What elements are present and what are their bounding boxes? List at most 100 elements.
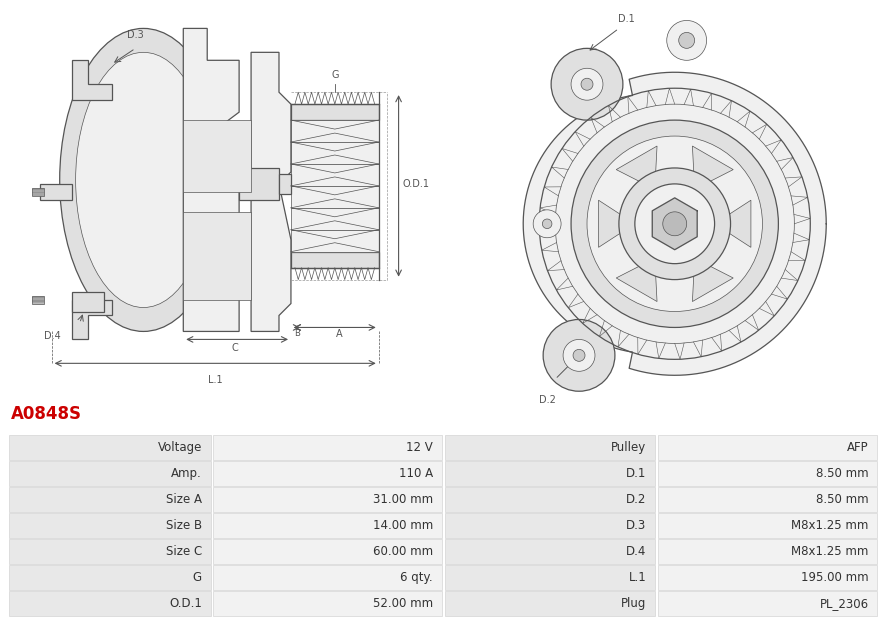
- Circle shape: [587, 136, 763, 312]
- Text: Size B: Size B: [165, 519, 202, 532]
- Text: Size C: Size C: [165, 545, 202, 558]
- Text: D.4: D.4: [626, 545, 646, 558]
- Bar: [658, 487, 877, 512]
- Polygon shape: [251, 52, 291, 331]
- Circle shape: [581, 78, 593, 90]
- Text: M8x1.25 mm: M8x1.25 mm: [791, 545, 869, 558]
- Bar: [444, 487, 655, 512]
- Polygon shape: [72, 300, 111, 340]
- Text: Size A: Size A: [166, 493, 202, 506]
- Polygon shape: [291, 120, 379, 142]
- Polygon shape: [524, 72, 826, 375]
- Text: D.4: D.4: [44, 331, 60, 341]
- Circle shape: [542, 219, 552, 229]
- Ellipse shape: [60, 29, 228, 331]
- Bar: [9, 564, 211, 590]
- Bar: [9, 487, 211, 512]
- Polygon shape: [72, 292, 103, 312]
- Text: D.3: D.3: [626, 519, 646, 532]
- Text: 6 qty.: 6 qty.: [400, 571, 433, 584]
- Polygon shape: [616, 146, 657, 189]
- Polygon shape: [183, 29, 239, 331]
- Bar: [444, 461, 655, 486]
- Text: D.1: D.1: [626, 467, 646, 480]
- Bar: [658, 591, 877, 616]
- Text: G: G: [193, 571, 202, 584]
- Polygon shape: [291, 252, 379, 268]
- Bar: [213, 564, 442, 590]
- Text: G: G: [331, 70, 339, 80]
- Text: O.D.1: O.D.1: [403, 179, 429, 189]
- Text: D.2: D.2: [539, 395, 556, 405]
- Circle shape: [571, 120, 779, 328]
- Text: A: A: [335, 330, 342, 340]
- Text: Voltage: Voltage: [157, 441, 202, 454]
- Bar: [32, 295, 44, 303]
- Polygon shape: [72, 60, 111, 100]
- Circle shape: [663, 212, 686, 235]
- Text: D.1: D.1: [618, 14, 635, 24]
- Text: D.3: D.3: [127, 31, 144, 40]
- Bar: [444, 564, 655, 590]
- Polygon shape: [291, 142, 379, 164]
- Polygon shape: [693, 259, 733, 302]
- Bar: [213, 539, 442, 564]
- Circle shape: [573, 350, 585, 361]
- Bar: [279, 174, 291, 194]
- Text: 12 V: 12 V: [406, 441, 433, 454]
- Bar: [9, 539, 211, 564]
- Bar: [444, 513, 655, 538]
- Bar: [32, 188, 44, 196]
- Polygon shape: [291, 230, 379, 252]
- Circle shape: [563, 340, 595, 371]
- Polygon shape: [693, 146, 733, 189]
- Polygon shape: [616, 259, 657, 302]
- Circle shape: [543, 320, 615, 391]
- Circle shape: [635, 184, 715, 264]
- Bar: [239, 168, 279, 200]
- Circle shape: [571, 69, 603, 100]
- Text: L.1: L.1: [629, 571, 646, 584]
- Bar: [9, 591, 211, 616]
- Text: Plug: Plug: [621, 597, 646, 610]
- Text: Pulley: Pulley: [611, 441, 646, 454]
- Text: Amp.: Amp.: [171, 467, 202, 480]
- Bar: [213, 435, 442, 460]
- Polygon shape: [291, 186, 379, 208]
- Text: D.2: D.2: [626, 493, 646, 506]
- Text: B: B: [294, 330, 300, 338]
- Bar: [213, 513, 442, 538]
- Bar: [213, 461, 442, 486]
- Bar: [444, 539, 655, 564]
- Text: 52.00 mm: 52.00 mm: [372, 597, 433, 610]
- Text: 14.00 mm: 14.00 mm: [372, 519, 433, 532]
- Polygon shape: [598, 200, 635, 247]
- Text: AFP: AFP: [847, 441, 869, 454]
- Text: A0848S: A0848S: [11, 406, 82, 424]
- Circle shape: [667, 21, 707, 60]
- Bar: [658, 539, 877, 564]
- Polygon shape: [291, 164, 379, 186]
- Text: M8x1.25 mm: M8x1.25 mm: [791, 519, 869, 532]
- Bar: [40, 184, 72, 200]
- Bar: [444, 435, 655, 460]
- Text: 8.50 mm: 8.50 mm: [816, 467, 869, 480]
- Bar: [9, 435, 211, 460]
- Bar: [658, 461, 877, 486]
- Bar: [183, 212, 251, 300]
- Text: C: C: [232, 343, 238, 353]
- Text: O.D.1: O.D.1: [169, 597, 202, 610]
- Circle shape: [533, 210, 561, 238]
- Text: 31.00 mm: 31.00 mm: [372, 493, 433, 506]
- Polygon shape: [291, 104, 379, 120]
- Text: 8.50 mm: 8.50 mm: [816, 493, 869, 506]
- Bar: [658, 435, 877, 460]
- Bar: [213, 487, 442, 512]
- Bar: [658, 564, 877, 590]
- Text: 110 A: 110 A: [399, 467, 433, 480]
- Text: 60.00 mm: 60.00 mm: [372, 545, 433, 558]
- Text: PL_2306: PL_2306: [820, 597, 869, 610]
- Bar: [9, 461, 211, 486]
- Bar: [183, 120, 251, 192]
- Text: L.1: L.1: [208, 375, 222, 385]
